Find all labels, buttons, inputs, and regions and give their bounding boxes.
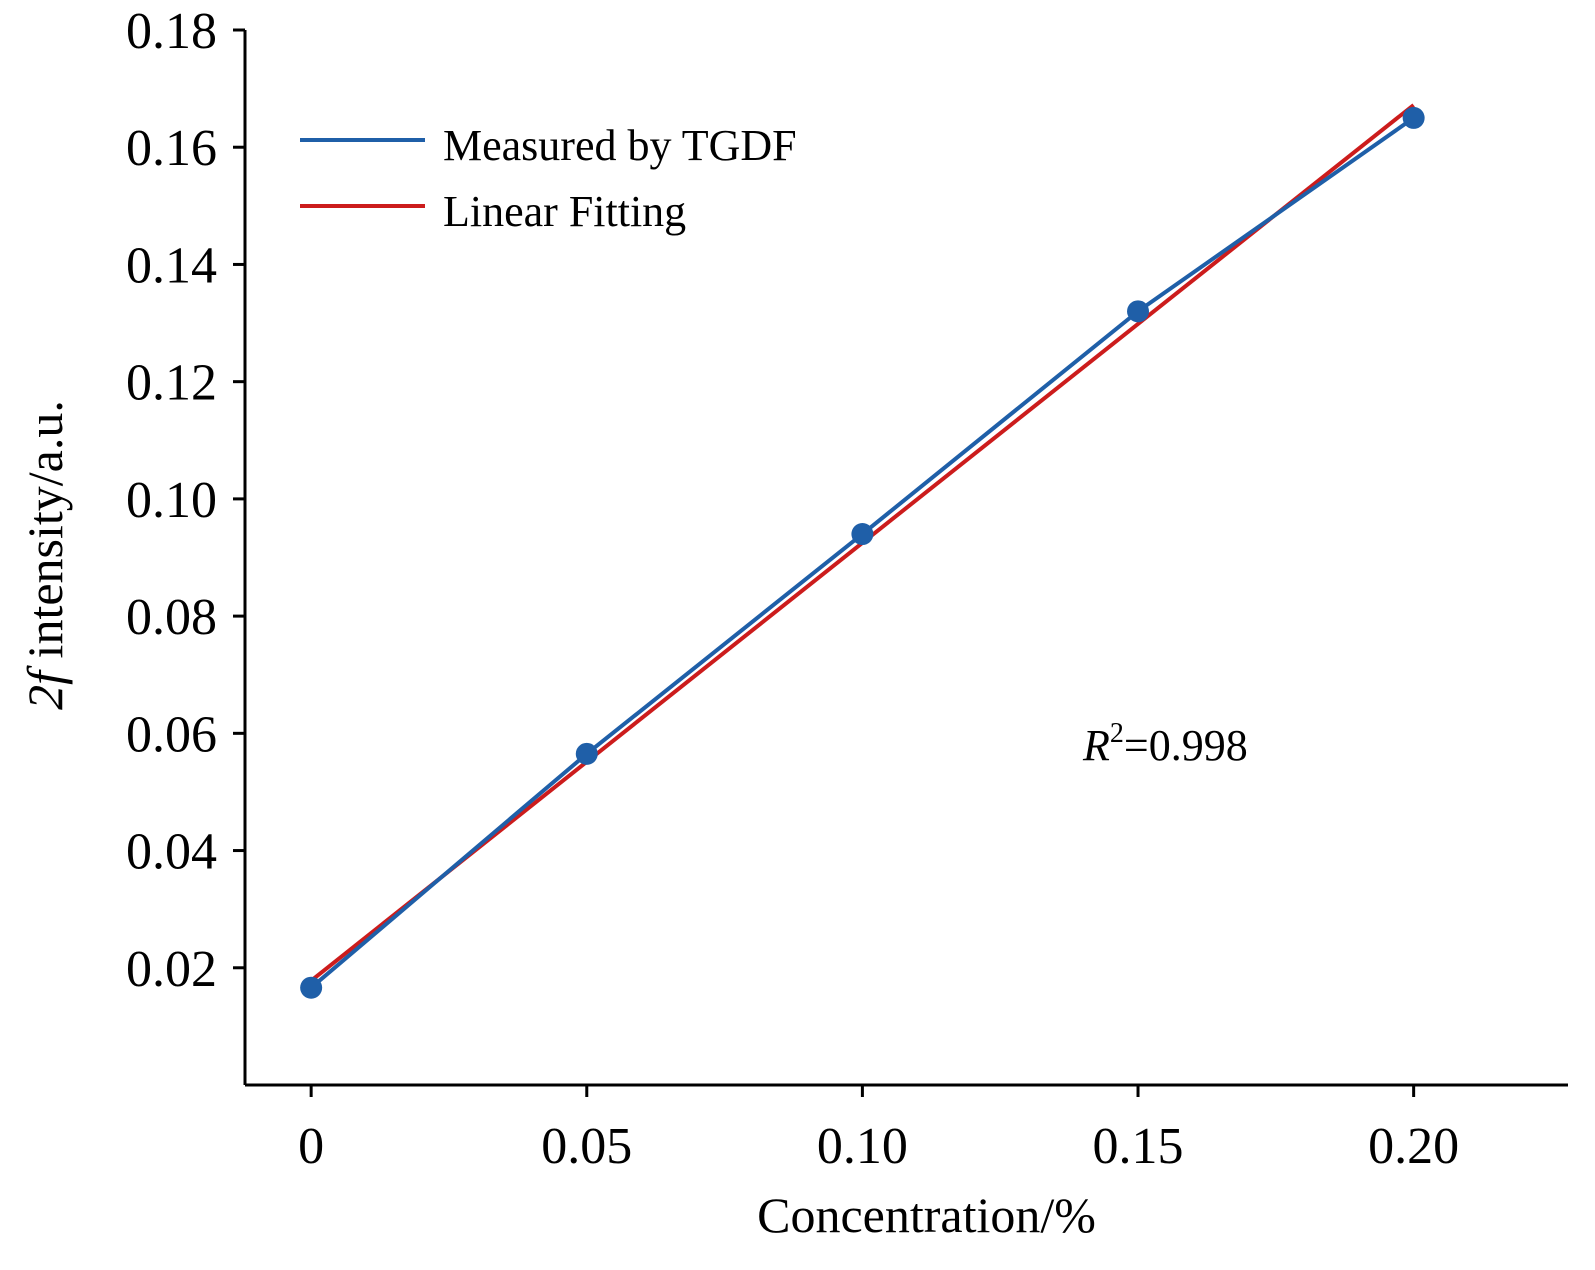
x-axis-title: Concentration/% [757,1187,1096,1243]
x-tick-label: 0.15 [1093,1118,1184,1175]
series-line-measured [309,116,1415,990]
legend-label-linear-fitting: Linear Fitting [443,187,686,236]
axes [243,30,1568,1087]
y-tick-label: 0.04 [126,824,217,881]
y-tick-label: 0.16 [126,120,217,177]
x-tick-label: 0 [298,1118,324,1175]
y-ticks: 0.02 0.04 0.06 0.08 0.10 0.12 0.14 0.16 0.18 [126,3,245,998]
x-tick-label: 0.10 [817,1118,908,1175]
y-axis-title-italic: 2f [17,665,73,710]
r-squared-annotation: R2=0.998 [1082,718,1248,770]
data-point-measured [300,976,323,999]
r-value: =0.998 [1124,721,1248,770]
y-axis-title: 2f intensity/a.u. [17,400,73,710]
legend: Measured by TGDF Linear Fitting [300,121,797,236]
data-point-measured [1402,106,1425,129]
data-point-measured [575,742,598,765]
data-point-measured [1127,300,1150,323]
data-point-measured [851,523,874,546]
y-tick-label: 0.08 [126,589,217,646]
y-tick-label: 0.18 [126,3,217,60]
x-ticks: 0 0.05 0.10 0.15 0.20 [298,1085,1459,1175]
y-tick-label: 0.02 [126,941,217,998]
y-axis-title-rest: intensity/a.u. [17,400,73,671]
r-symbol: R [1082,721,1110,770]
y-tick-label: 0.14 [126,237,217,294]
y-tick-label: 0.10 [126,472,217,529]
y-tick-label: 0.06 [126,706,217,763]
x-tick-label: 0.05 [541,1118,632,1175]
y-tick-label: 0.12 [126,355,217,412]
legend-label-measured: Measured by TGDF [443,121,797,170]
r-superscript: 2 [1110,718,1124,749]
x-tick-label: 0.20 [1368,1118,1459,1175]
series-layer [300,103,1425,999]
